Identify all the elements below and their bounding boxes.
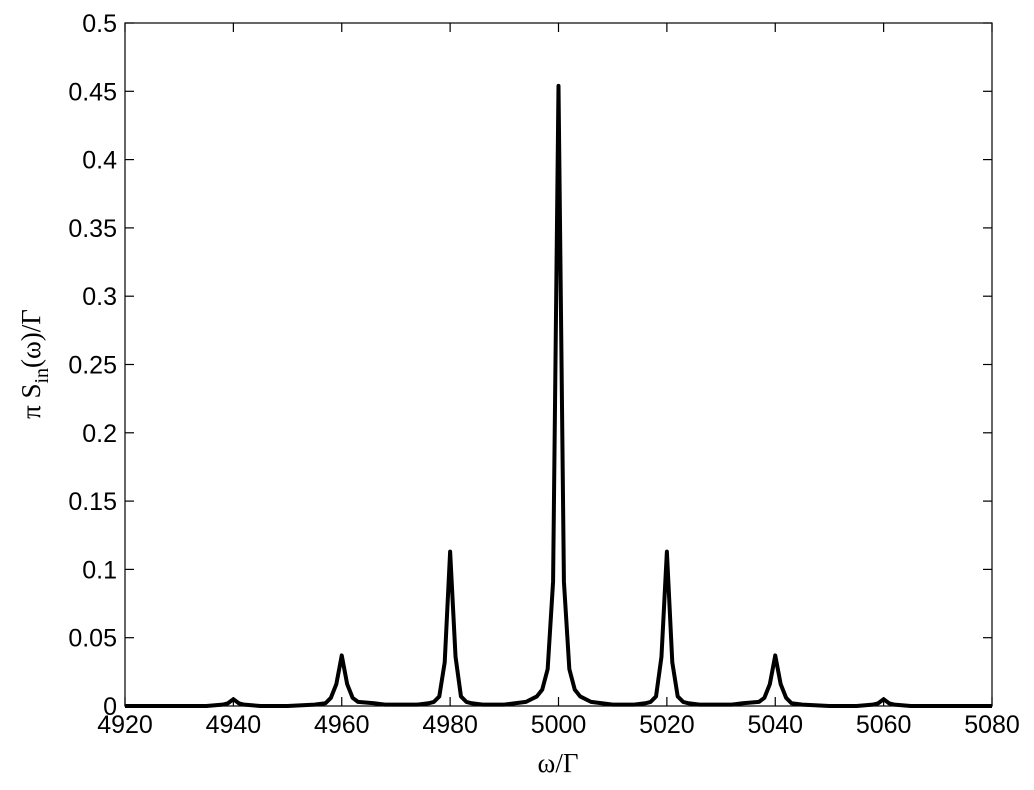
y-tick-label: 0.25	[68, 352, 117, 380]
y-label-part: (ω)/Γ	[16, 309, 46, 368]
y-label-subscript: in	[31, 368, 53, 384]
y-tick-label: 0	[103, 693, 117, 721]
x-tick-label: 5040	[747, 711, 803, 739]
y-tick-label: 0.3	[82, 283, 117, 311]
x-tick-label: 5000	[531, 711, 587, 739]
x-tick-label: 5080	[964, 711, 1020, 739]
x-tick-label: 5020	[639, 711, 695, 739]
y-tick-label: 0.1	[82, 556, 117, 584]
x-tick-label: 4960	[314, 711, 370, 739]
x-tick-label: 4940	[206, 711, 262, 739]
x-tick-label: 5060	[856, 711, 912, 739]
y-tick-label: 0.4	[82, 147, 117, 175]
y-tick-label: 0.15	[68, 488, 117, 516]
spectrum-line	[125, 83, 992, 708]
x-tick-label: 4920	[97, 711, 153, 739]
y-axis-label: π Sin(ω)/Γ	[16, 309, 53, 419]
y-tick-label: 0.45	[68, 78, 117, 106]
x-axis-label: ω/Γ	[538, 748, 579, 778]
y-tick-label: 0.35	[68, 215, 117, 243]
y-tick-label: 0.05	[68, 625, 117, 653]
x-tick-label: 4980	[422, 711, 478, 739]
y-label-part: π S	[16, 384, 46, 419]
y-tick-label: 0.5	[82, 10, 117, 38]
y-tick-label: 0.2	[82, 420, 117, 448]
